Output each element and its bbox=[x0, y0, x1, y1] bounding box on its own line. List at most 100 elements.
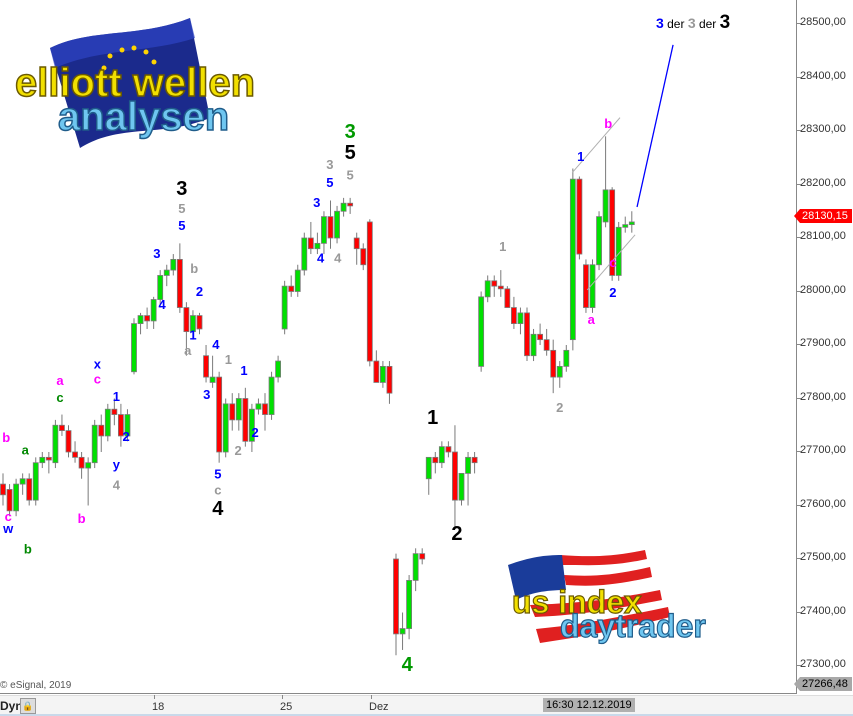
candle-up bbox=[438, 446, 445, 464]
headline-part: der bbox=[663, 17, 688, 31]
candle-up bbox=[412, 553, 419, 581]
candle-down bbox=[203, 355, 209, 378]
candle-up bbox=[425, 456, 432, 480]
wave-label: y bbox=[113, 457, 121, 472]
price-tick-label: 27300,00 bbox=[797, 658, 846, 670]
candle-up bbox=[19, 478, 26, 485]
candle-up bbox=[124, 414, 131, 437]
price-tick-label: 28300,00 bbox=[797, 123, 846, 135]
price-tick-label: 27500,00 bbox=[797, 551, 846, 563]
wave-label: 2 bbox=[451, 523, 462, 545]
candle-down bbox=[576, 178, 583, 255]
wave-label: 4 bbox=[317, 250, 325, 265]
elliott-wellen-logo: elliott wellen analysen bbox=[10, 8, 275, 163]
wave-label: c bbox=[5, 509, 12, 524]
projection-line bbox=[636, 44, 674, 208]
candle-down bbox=[196, 315, 203, 330]
wave-label: 4 bbox=[159, 297, 167, 312]
price-tick-label: 27600,00 bbox=[797, 497, 846, 510]
candle-up bbox=[39, 456, 46, 464]
candle-up bbox=[85, 462, 92, 469]
candle-up bbox=[484, 280, 491, 298]
wave-label: 2 bbox=[123, 429, 130, 444]
candle-up bbox=[596, 216, 602, 266]
wave-label: 4 bbox=[113, 478, 121, 493]
candle-up bbox=[569, 178, 576, 341]
lock-icon[interactable]: 🔒 bbox=[20, 698, 36, 714]
low-price-tag: 27266,48 bbox=[794, 677, 852, 691]
date-tick: 18 bbox=[152, 695, 165, 713]
candle-down bbox=[98, 424, 105, 437]
candle-down bbox=[510, 307, 517, 324]
candle-up bbox=[301, 237, 308, 271]
svg-text:daytrader: daytrader bbox=[560, 608, 706, 644]
last-price-tag: 28130,15 bbox=[794, 209, 852, 223]
candle-down bbox=[497, 285, 504, 290]
wave-label: 4 bbox=[334, 250, 342, 265]
wave-label: 3 bbox=[203, 387, 210, 402]
candle-up bbox=[157, 275, 164, 300]
candle-down bbox=[216, 376, 223, 453]
svg-text:us index: us index bbox=[512, 584, 642, 620]
candle-down bbox=[45, 456, 52, 461]
wave-label: 5 bbox=[326, 175, 333, 190]
wave-label: 2 bbox=[609, 285, 616, 300]
wave-label: 3 bbox=[345, 121, 356, 143]
candle-up bbox=[465, 456, 471, 474]
candle-down bbox=[262, 403, 268, 415]
candle-down bbox=[393, 558, 399, 635]
wave-label: 4 bbox=[212, 337, 220, 352]
copyright-text: © eSignal, 2019 bbox=[0, 680, 72, 691]
candle-up bbox=[294, 269, 301, 292]
wave-label: a bbox=[588, 312, 596, 327]
wave-label: 1 bbox=[499, 239, 506, 254]
wave-label: c bbox=[609, 255, 616, 270]
candle-up bbox=[150, 299, 157, 322]
wave-label: c bbox=[214, 482, 221, 497]
date-tick: Dez bbox=[369, 695, 389, 713]
candle-down bbox=[432, 456, 439, 464]
candle-down bbox=[72, 451, 78, 458]
wave-label: 3 bbox=[326, 157, 333, 172]
candle-down bbox=[360, 248, 367, 266]
candle-down bbox=[583, 264, 589, 308]
time-axis[interactable]: Dyn 🔒 18 25 Dez 16:30 12.12.2019 bbox=[0, 695, 853, 716]
candle-up bbox=[13, 483, 20, 512]
candle-down bbox=[366, 221, 373, 362]
candle-down bbox=[386, 365, 393, 394]
wave-label: w bbox=[2, 521, 14, 536]
candle-down bbox=[26, 478, 33, 501]
wave-label: 3 bbox=[313, 195, 320, 210]
chart-headline: 3 der 3 der 3 bbox=[656, 12, 730, 34]
candle-down bbox=[504, 288, 511, 308]
candle-down bbox=[537, 333, 543, 341]
wave-label: 4 bbox=[212, 498, 224, 520]
candle-down bbox=[59, 424, 65, 431]
candle-down bbox=[288, 285, 295, 292]
candle-up bbox=[517, 312, 524, 324]
wave-label: 1 bbox=[240, 363, 247, 378]
wave-label: 5 bbox=[178, 201, 185, 216]
candle-up bbox=[163, 269, 170, 276]
candle-up bbox=[399, 628, 406, 635]
svg-text:elliott wellen: elliott wellen bbox=[15, 61, 255, 105]
candle-down bbox=[543, 339, 550, 351]
candle-up bbox=[334, 210, 340, 239]
cursor-time-tag: 16:30 12.12.2019 bbox=[543, 698, 635, 712]
wave-label: 2 bbox=[235, 443, 242, 458]
candle-up bbox=[170, 258, 177, 271]
wave-label: 1 bbox=[113, 389, 120, 404]
candle-down bbox=[419, 553, 426, 560]
wave-label: 1 bbox=[189, 327, 196, 342]
price-tick-label: 27800,00 bbox=[797, 390, 846, 403]
wave-label: 1 bbox=[577, 149, 584, 164]
price-tick-label: 27900,00 bbox=[797, 337, 846, 349]
channel-line bbox=[586, 234, 636, 291]
candle-down bbox=[550, 349, 557, 378]
candle-down bbox=[452, 451, 458, 501]
wave-label: 3 bbox=[153, 246, 160, 261]
candle-down bbox=[6, 489, 13, 512]
candle-up bbox=[602, 189, 609, 223]
